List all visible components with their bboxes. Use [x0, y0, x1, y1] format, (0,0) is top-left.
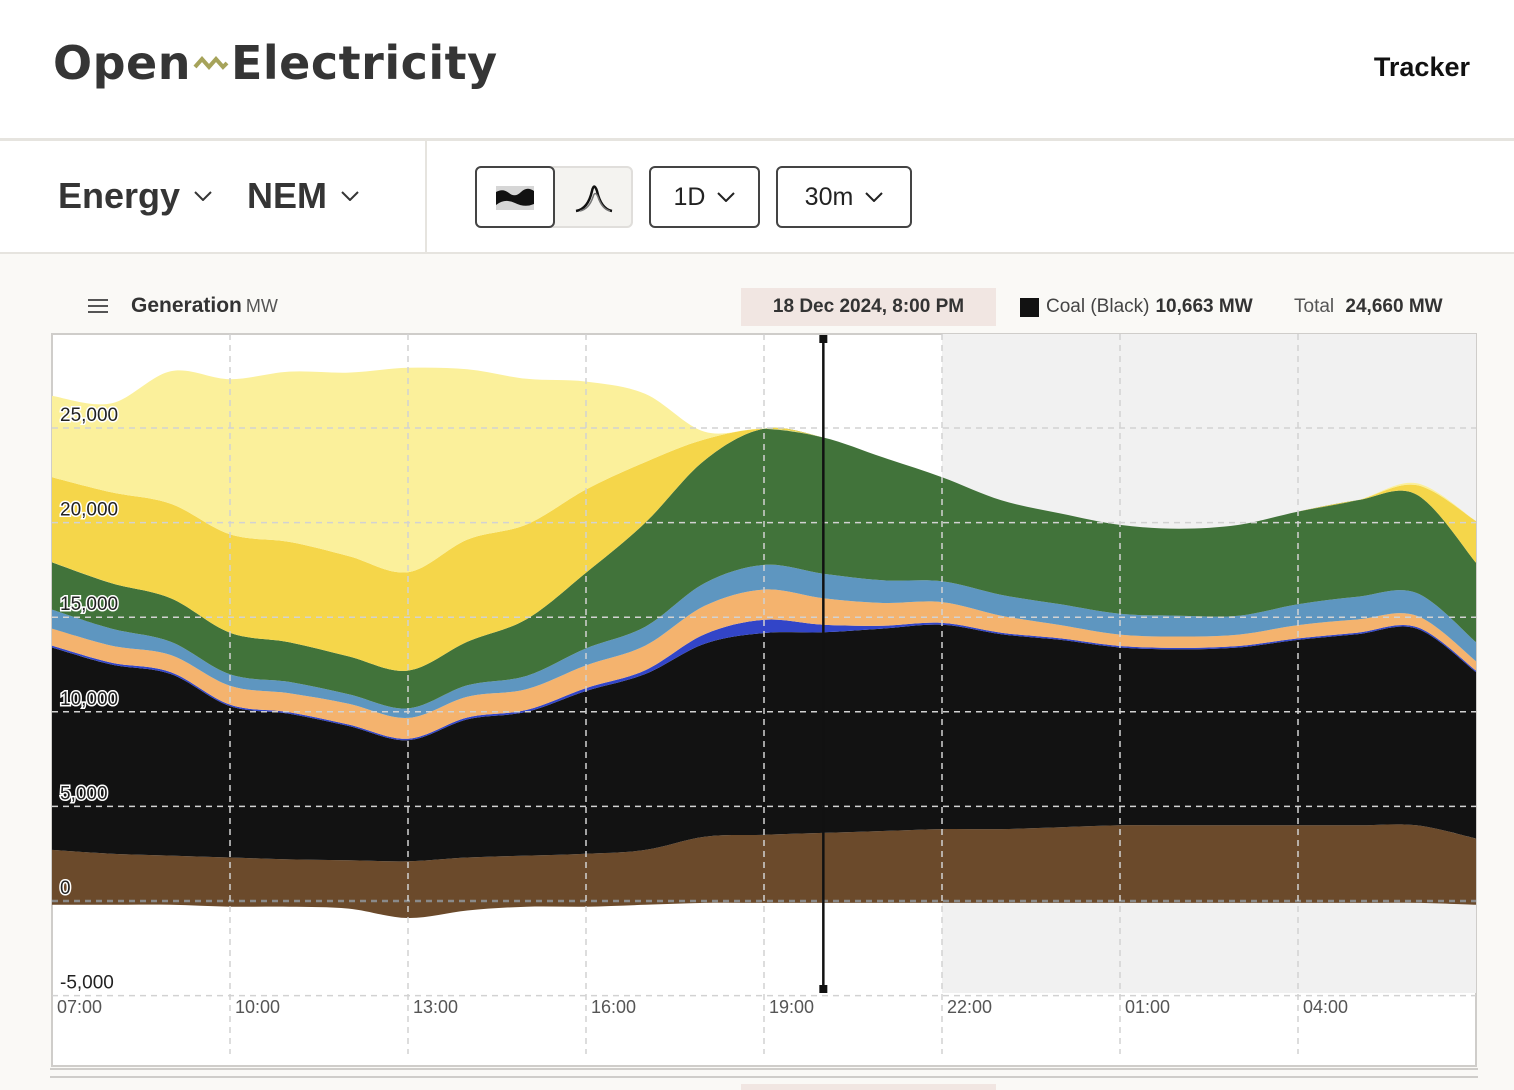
y-tick-label: -5,000	[60, 973, 114, 994]
range-select-label: 1D	[673, 182, 706, 211]
hover-time: 18 Dec 2024, 8:00 PM	[741, 288, 996, 326]
x-tick-label: 04:00	[1303, 997, 1348, 1017]
logo[interactable]: Open Electricity	[53, 36, 498, 90]
chart-title-text: Generation	[131, 294, 242, 317]
toolbar-divider	[425, 141, 427, 252]
y-tick-label: 10,000	[60, 689, 118, 710]
series-area-wind[interactable]	[52, 427, 1476, 709]
chart-bottom-pill	[741, 1084, 996, 1090]
hover-series-name: Coal (Black)	[1046, 296, 1150, 317]
total-label: Total	[1294, 296, 1335, 317]
y-tick-label: 20,000	[60, 500, 118, 521]
chevron-down-icon	[865, 192, 884, 202]
stacked-area-button[interactable]	[475, 166, 555, 228]
total-readout: Total 24,660 MW	[1294, 296, 1443, 318]
hamburger-menu-icon[interactable]	[87, 297, 109, 315]
x-tick-label: 07:00	[57, 997, 102, 1017]
interval-select-label: 30m	[804, 182, 854, 211]
x-tick-label: 22:00	[947, 997, 992, 1017]
chevron-down-icon	[341, 191, 359, 201]
chart-title: Generation MW	[131, 294, 278, 318]
x-tick-label: 10:00	[235, 997, 280, 1017]
chevron-down-icon	[717, 192, 736, 202]
hover-series-readout: Coal (Black) 10,663 MW	[1020, 296, 1253, 318]
chart-unit: MW	[245, 296, 278, 316]
hover-cursor-bottom-handle[interactable]	[819, 985, 828, 993]
logo-text-electricity: Electricity	[230, 36, 498, 90]
x-tick-label: 16:00	[591, 997, 636, 1017]
site-header: Open Electricity Tracker	[0, 0, 1514, 141]
metric-select[interactable]: Energy	[58, 175, 212, 217]
range-select[interactable]: 1D	[649, 166, 760, 228]
y-tick-label: 5,000	[60, 783, 108, 804]
x-tick-label: 13:00	[413, 997, 458, 1017]
y-tick-label: 15,000	[60, 594, 118, 615]
hover-cursor-top-handle[interactable]	[819, 335, 828, 343]
y-tick-label: 25,000	[60, 405, 118, 426]
logo-mark-icon	[193, 55, 229, 71]
x-tick-label: 01:00	[1125, 997, 1170, 1017]
logo-text-open: Open	[53, 36, 191, 90]
nav-tracker-link[interactable]: Tracker	[1373, 52, 1470, 82]
x-tick-label: 19:00	[769, 997, 814, 1017]
chevron-down-icon	[194, 191, 212, 201]
series-area-gas[interactable]	[52, 589, 1476, 739]
chart-bottom-border	[50, 1068, 1478, 1078]
interval-select[interactable]: 30m	[776, 166, 912, 228]
series-area-exports	[52, 901, 1476, 919]
hover-series-value: 10,663 MW	[1155, 296, 1253, 317]
metric-select-label: Energy	[58, 175, 181, 216]
y-tick-label: 0	[60, 878, 71, 899]
coal-black-swatch	[1020, 297, 1039, 317]
line-chart-icon	[575, 185, 613, 213]
stacked-area-icon	[496, 186, 534, 210]
region-select[interactable]: NEM	[247, 175, 359, 217]
region-select-label: NEM	[247, 175, 327, 216]
total-value: 24,660 MW	[1345, 296, 1443, 317]
line-chart-button[interactable]	[555, 166, 633, 228]
